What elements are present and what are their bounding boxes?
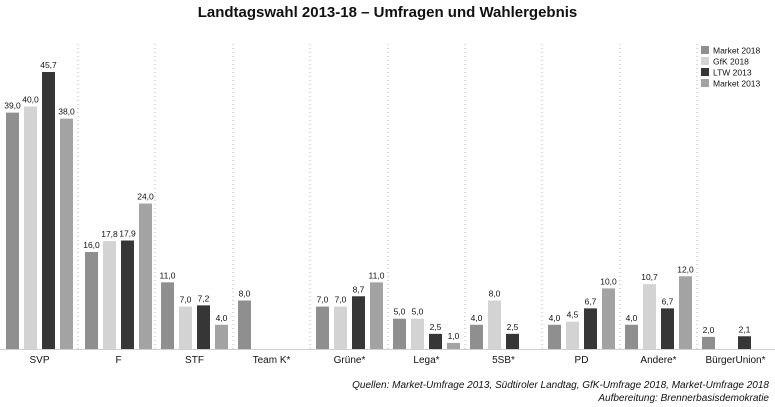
bar-market-2018	[625, 324, 638, 349]
value-label: 4,0	[216, 313, 228, 323]
bar-market-2018	[393, 318, 406, 349]
bar-gfk-2018	[103, 241, 116, 349]
value-label: 45,7	[40, 60, 57, 70]
value-label: 2,0	[703, 325, 715, 335]
bar-market-2018	[548, 324, 561, 349]
value-label: 8,0	[239, 289, 251, 299]
value-label: 2,5	[507, 322, 519, 332]
value-label: 5,0	[412, 307, 424, 317]
value-label: 40,0	[22, 95, 39, 105]
value-label: 8,7	[353, 284, 365, 294]
value-label: 10,7	[641, 272, 658, 282]
bars	[6, 72, 751, 350]
bar-gfk-2018	[643, 284, 656, 349]
value-label: 7,0	[180, 295, 192, 305]
x-tick-label: STF	[185, 355, 204, 366]
group-separators	[77, 44, 698, 349]
legend-label: GfK 2018	[713, 57, 749, 67]
bar-market-2018	[702, 336, 715, 349]
value-label: 4,0	[626, 313, 638, 323]
bar-ltw-2013	[584, 308, 597, 349]
bar-ltw-2013	[429, 333, 442, 349]
bar-market-2018	[238, 300, 251, 349]
bar-ltw-2013	[506, 333, 519, 349]
x-tick-label: SVP	[29, 355, 49, 366]
value-label: 4,5	[567, 310, 579, 320]
legend-swatch	[701, 68, 709, 76]
legend-label: Market 2018	[713, 46, 761, 56]
legend-label: Market 2013	[713, 79, 761, 89]
bar-ltw-2013	[197, 305, 210, 349]
bar-market-2013	[139, 203, 152, 349]
value-label: 2,1	[739, 324, 751, 334]
bar-ltw-2013	[738, 336, 751, 349]
bar-market-2018	[316, 306, 329, 349]
value-label: 7,2	[198, 293, 210, 303]
bar-ltw-2013	[661, 308, 674, 349]
value-label: 8,0	[489, 289, 501, 299]
value-label: 16,0	[83, 240, 100, 250]
x-tick-labels: SVP F STF Team K* Grüne* Lega* 5SB* PD Andere* Bü…	[29, 355, 765, 366]
bar-gfk-2018	[411, 318, 424, 349]
bar-market-2013	[602, 288, 615, 349]
value-labels: 39,040,0 45,7 38,0 16,017,8 17,9 24,0 11,0 7,0 7…	[4, 60, 750, 341]
legend-swatch	[701, 46, 709, 54]
value-label: 6,7	[662, 296, 674, 306]
x-tick-label: Lega*	[413, 355, 439, 366]
bar-market-2013	[679, 276, 692, 349]
x-tick-label: BürgerUnion*	[705, 355, 765, 366]
bar-gfk-2018	[179, 306, 192, 349]
legend-swatch	[701, 79, 709, 87]
bar-ltw-2013	[121, 240, 134, 349]
x-tick-label: Grüne*	[334, 355, 366, 366]
bar-market-2018	[85, 252, 98, 349]
x-tick-label: PD	[575, 355, 589, 366]
value-label: 7,0	[335, 295, 347, 305]
value-label: 24,0	[137, 192, 154, 202]
x-tick-label: F	[115, 355, 121, 366]
value-label: 4,0	[471, 313, 483, 323]
bar-market-2013	[215, 324, 228, 349]
value-label: 11,0	[160, 270, 176, 280]
value-label: 12,0	[677, 264, 694, 274]
chart-title: Landtagswahl 2013-18 – Umfragen und Wahl…	[197, 4, 578, 21]
credit-note: Aufbereitung: Brennerbasisdemokratie	[598, 393, 769, 404]
x-tick-label: Team K*	[253, 355, 291, 366]
legend-label: LTW 2013	[713, 68, 752, 78]
bar-market-2018	[470, 324, 483, 349]
value-label: 39,0	[4, 101, 21, 111]
value-label: 11,0	[369, 270, 385, 280]
value-label: 2,5	[430, 322, 442, 332]
value-label: 10,0	[600, 276, 617, 286]
bar-ltw-2013	[352, 296, 365, 349]
bar-gfk-2018	[488, 300, 501, 349]
value-label: 1,0	[448, 331, 460, 341]
bar-market-2013	[370, 282, 383, 349]
value-label: 5,0	[394, 307, 406, 317]
bar-market-2018	[6, 112, 19, 349]
value-label: 7,0	[317, 295, 329, 305]
bar-market-2013	[447, 342, 460, 349]
value-label: 17,8	[101, 229, 118, 239]
bar-gfk-2018	[24, 106, 37, 350]
bar-ltw-2013	[42, 72, 55, 349]
source-note: Quellen: Market-Umfrage 2013, Südtiroler…	[352, 380, 769, 391]
bar-market-2013	[60, 118, 73, 349]
legend-swatch	[701, 57, 709, 65]
value-label: 6,7	[585, 296, 597, 306]
x-tick-label: Andere*	[640, 355, 676, 366]
value-label: 4,0	[549, 313, 561, 323]
bar-market-2018	[161, 282, 174, 349]
value-label: 38,0	[58, 107, 75, 117]
x-tick-label: 5SB*	[492, 355, 515, 366]
bar-gfk-2018	[566, 321, 579, 349]
bar-gfk-2018	[334, 306, 347, 349]
value-label: 17,9	[119, 229, 136, 239]
